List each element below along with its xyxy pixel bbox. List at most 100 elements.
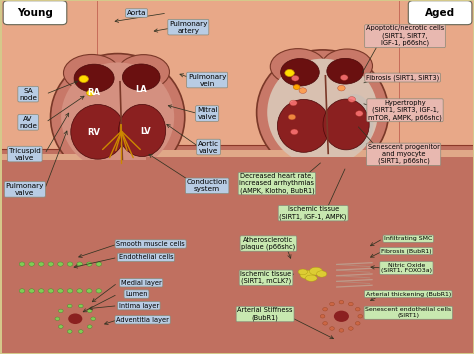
Circle shape <box>77 262 82 266</box>
Text: Medial layer: Medial layer <box>121 280 162 286</box>
Text: Intima layer: Intima layer <box>119 303 159 309</box>
FancyBboxPatch shape <box>97 0 399 192</box>
Circle shape <box>292 75 299 81</box>
Circle shape <box>339 329 344 332</box>
Circle shape <box>329 327 334 330</box>
Circle shape <box>320 314 325 318</box>
Ellipse shape <box>118 55 170 89</box>
Ellipse shape <box>305 275 317 281</box>
Circle shape <box>46 297 104 341</box>
Circle shape <box>337 85 345 91</box>
Text: Aortic
valve: Aortic valve <box>198 141 219 154</box>
Circle shape <box>86 289 92 293</box>
Circle shape <box>96 262 101 266</box>
Circle shape <box>78 304 83 308</box>
Circle shape <box>58 325 63 329</box>
Ellipse shape <box>74 64 114 92</box>
Circle shape <box>318 299 365 334</box>
Circle shape <box>339 301 344 304</box>
Circle shape <box>19 289 25 293</box>
FancyBboxPatch shape <box>3 1 67 25</box>
Text: Adventitia layer: Adventitia layer <box>116 317 169 323</box>
FancyBboxPatch shape <box>7 227 130 346</box>
FancyBboxPatch shape <box>146 157 474 354</box>
FancyBboxPatch shape <box>6 0 299 150</box>
FancyBboxPatch shape <box>140 150 474 354</box>
FancyBboxPatch shape <box>0 0 292 143</box>
Circle shape <box>285 69 294 76</box>
Circle shape <box>288 114 296 120</box>
Text: Aged: Aged <box>425 8 455 18</box>
Circle shape <box>86 262 92 266</box>
Text: Lumen: Lumen <box>125 291 148 297</box>
Ellipse shape <box>327 58 364 84</box>
Circle shape <box>58 289 63 293</box>
Text: Aorta: Aorta <box>127 10 146 16</box>
Circle shape <box>67 262 73 266</box>
Ellipse shape <box>122 64 160 90</box>
Circle shape <box>326 305 356 327</box>
Circle shape <box>291 129 298 135</box>
FancyBboxPatch shape <box>208 0 474 149</box>
Ellipse shape <box>118 104 166 156</box>
FancyBboxPatch shape <box>0 160 233 354</box>
Circle shape <box>293 85 300 90</box>
Ellipse shape <box>51 53 185 181</box>
FancyBboxPatch shape <box>408 1 472 25</box>
FancyBboxPatch shape <box>27 0 335 181</box>
Text: Ischemic tissue
(SIRT1, IGF-1, AMPK): Ischemic tissue (SIRT1, IGF-1, AMPK) <box>279 206 347 220</box>
Circle shape <box>87 325 92 329</box>
Text: RA: RA <box>88 88 100 97</box>
Text: Arterial Stiffness
(BubR1): Arterial Stiffness (BubR1) <box>237 307 293 321</box>
Text: Fibrosis (BubR1): Fibrosis (BubR1) <box>381 249 432 253</box>
Circle shape <box>356 308 360 311</box>
Circle shape <box>67 330 72 333</box>
Text: Senescent endothelial cells
(SIRT1): Senescent endothelial cells (SIRT1) <box>365 307 451 318</box>
FancyBboxPatch shape <box>168 0 463 149</box>
Text: RV: RV <box>88 129 100 137</box>
Circle shape <box>48 289 54 293</box>
Text: Smooth muscle cells: Smooth muscle cells <box>116 241 185 247</box>
Circle shape <box>348 302 353 306</box>
Circle shape <box>48 262 54 266</box>
Circle shape <box>79 75 89 82</box>
Circle shape <box>290 100 297 106</box>
Text: Arterial thickening (BubR1): Arterial thickening (BubR1) <box>365 292 451 297</box>
Text: Tricuspid
valve: Tricuspid valve <box>9 148 41 161</box>
Text: Pulmonary
vein: Pulmonary vein <box>188 74 227 86</box>
Text: Senescent progenitor
and myocyte
(SIRT1, p66shc): Senescent progenitor and myocyte (SIRT1,… <box>368 144 439 164</box>
Text: Mitral
valve: Mitral valve <box>197 107 218 120</box>
Circle shape <box>58 309 63 313</box>
Circle shape <box>96 289 101 293</box>
Circle shape <box>78 330 83 333</box>
Ellipse shape <box>71 104 125 159</box>
Text: Infiltrating SMC: Infiltrating SMC <box>384 236 432 241</box>
Circle shape <box>61 308 90 329</box>
Text: Decreased heart rate,
increased arrhythmias
(AMPK, Klotho, BubR1): Decreased heart rate, increased arrhythm… <box>239 173 314 194</box>
Ellipse shape <box>277 99 330 152</box>
Circle shape <box>358 314 363 318</box>
Circle shape <box>38 289 44 293</box>
FancyBboxPatch shape <box>0 154 240 354</box>
Text: Atherosclerotic
plaque (p66shc): Atherosclerotic plaque (p66shc) <box>241 236 295 250</box>
Text: Conduction
system: Conduction system <box>187 179 228 192</box>
Ellipse shape <box>310 267 323 275</box>
Text: Nitric Oxide
(SIRT1, FOXO3a): Nitric Oxide (SIRT1, FOXO3a) <box>381 263 432 273</box>
FancyBboxPatch shape <box>97 0 399 206</box>
Circle shape <box>91 317 96 320</box>
Circle shape <box>68 313 82 324</box>
Ellipse shape <box>256 50 389 175</box>
Circle shape <box>329 302 334 306</box>
Text: SA
node: SA node <box>19 88 37 101</box>
Circle shape <box>55 317 60 320</box>
Ellipse shape <box>317 271 327 277</box>
Text: Hypertrophy
(SIRT1, SIRT3, IGF-1,
mTOR, AMPK, p66shc): Hypertrophy (SIRT1, SIRT3, IGF-1, mTOR, … <box>368 99 442 120</box>
FancyBboxPatch shape <box>134 145 474 354</box>
Text: Apoptotic/necrotic cells
(SIRT1, SIRT7,
IGF-1, p66shc): Apoptotic/necrotic cells (SIRT1, SIRT7, … <box>366 25 444 46</box>
Ellipse shape <box>270 48 326 85</box>
Ellipse shape <box>61 62 174 172</box>
Ellipse shape <box>336 94 374 150</box>
Ellipse shape <box>323 99 369 150</box>
FancyBboxPatch shape <box>0 149 245 354</box>
Circle shape <box>29 262 35 266</box>
